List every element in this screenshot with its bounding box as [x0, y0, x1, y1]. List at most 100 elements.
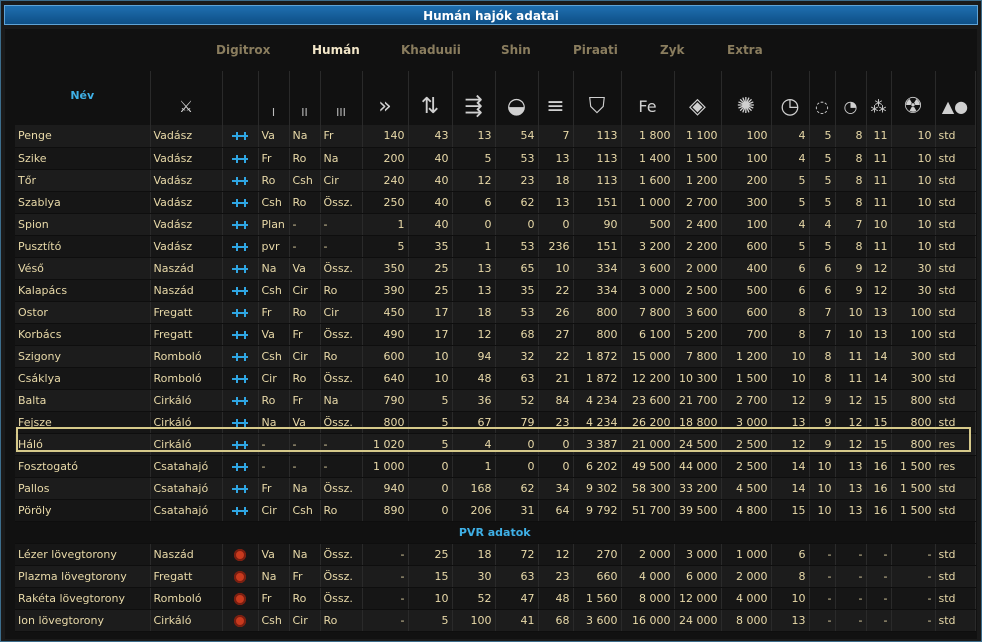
stat-cell: 14 [771, 477, 810, 500]
stat-cell: 100 [452, 609, 496, 632]
stat-cell: 1 [452, 235, 496, 258]
stat-cell: 12 200 [621, 367, 675, 390]
stat-cell: 1 000 [621, 191, 675, 214]
ship-class: Vadász [150, 169, 223, 192]
ship-class: Romboló [150, 345, 223, 368]
weapon-slot: Cir [320, 169, 363, 192]
table-row[interactable]: Véső Naszád Na Va Össz. 350 25 13 65 10 334 3 600 2 … [15, 257, 976, 280]
stat-cell: 23 600 [621, 389, 675, 412]
shapes-icon: ▲● [935, 71, 976, 125]
stat-cell: 54 [495, 125, 539, 148]
table-row[interactable]: Fosztogató Csatahajó - - -1 000 0 1 0 0 6 202 49 5… [15, 455, 976, 478]
weapon-slot-2: II [289, 71, 321, 125]
weapon-slot: Va [258, 543, 290, 566]
tab-extra[interactable]: Extra [727, 43, 763, 57]
ship-type-icon: ⚔ [150, 71, 223, 125]
ship-class: Fregatt [150, 565, 223, 588]
table-row[interactable]: Plazma lövegtorony Fregatt Na Fr Össz. -15 30 6… [15, 565, 976, 588]
table-row[interactable]: Korbács Fregatt Va Fr Össz. 490 17 12 68 27 800 6 1… [15, 323, 976, 346]
stat-cell: - [891, 587, 936, 610]
table-row[interactable]: Penge Vadász Va Na Fr 140 43 13 54 7 113 1 800 1 100… [15, 125, 976, 148]
stat-cell: 10 [771, 345, 810, 368]
stat-cell: 3 200 [621, 235, 675, 258]
table-row[interactable]: Fejsze Cirkáló Na Va Össz. 800 5 67 79 23 4 234 26 … [15, 411, 976, 434]
table-row[interactable]: Pallos Csatahajó Fr Na Össz. 940 0 168 62 34 9 302… [15, 477, 976, 500]
stat-cell: 3 000 [621, 279, 675, 302]
table-row[interactable]: Háló Cirkáló - - -1 020 5 4 0 0 3 387 21 000 24 500… [15, 433, 976, 456]
table-row[interactable]: Pöröly Csatahajó Cir Csh Ro 890 0 206 31 64 9 792 5… [15, 499, 976, 522]
tab-shin[interactable]: Shin [501, 43, 531, 57]
stat-cell: 16 [866, 499, 892, 522]
stat-cell: 5 [809, 191, 836, 214]
race-tabs: Digitrox Humán Khaduuii Shin Piraati Zyk… [5, 43, 977, 61]
table-row[interactable]: Balta Cirkáló Ro Fr Na 790 5 36 52 84 4 234 23 600 2… [15, 389, 976, 412]
stat-cell: 53 [495, 301, 539, 324]
stat-cell: 12 [835, 389, 867, 412]
stat-cell: 21 [538, 367, 574, 390]
ship-class: Cirkáló [150, 411, 223, 434]
tab-zyk[interactable]: Zyk [660, 43, 685, 57]
table-row[interactable]: Csáklya Romboló Cir Ro Össz. 640 10 48 63 21 1 872… [15, 367, 976, 390]
ship-name: Penge [15, 125, 151, 148]
molecule-icon: ✺ [721, 71, 772, 125]
stat-cell: 800 [573, 301, 622, 324]
table-row[interactable]: Szigony Romboló Csh Cir Ro 600 10 94 32 22 1 872 15… [15, 345, 976, 368]
stat-cell: 1 400 [621, 147, 675, 170]
ship-icon [222, 455, 259, 478]
weapon-slot: Cir [289, 609, 321, 632]
table-row[interactable]: Pusztító Vadász pvr - -5 35 1 53 236 151 3 200 2 20… [15, 235, 976, 258]
stat-cell: 5 [408, 609, 453, 632]
stat-cell: 12 [835, 433, 867, 456]
stat-cell: 140 [362, 125, 409, 148]
weapon-slot: Csh [258, 345, 290, 368]
stat-cell: 1 020 [362, 433, 409, 456]
stat-cell: 47 [495, 587, 539, 610]
tab-digitrox[interactable]: Digitrox [216, 43, 271, 57]
tab-piraati[interactable]: Piraati [573, 43, 618, 57]
stat-cell: 10 [408, 345, 453, 368]
table-row[interactable]: Rakéta lövegtorony Romboló Fr Ro Össz. -10 52 4… [15, 587, 976, 610]
table-row[interactable]: Lézer lövegtorony Naszád Va Na Össz. -25 18 72 1… [15, 543, 976, 566]
stat-cell: 10 [408, 587, 453, 610]
stat-cell: 13 [835, 477, 867, 500]
table-row[interactable]: Ion lövegtorony Cirkáló Csh Cir Ro -5 100 41 68 3… [15, 609, 976, 632]
weapon-slot: Össz. [320, 191, 363, 214]
stat-cell: 8 [835, 125, 867, 148]
stat-cell: 40 [408, 213, 453, 236]
ship-icon [222, 147, 259, 170]
weapon-slot: Ro [289, 367, 321, 390]
stat-cell: 10 [771, 367, 810, 390]
stat-cell: 25 [408, 279, 453, 302]
stat-cell: 2 700 [674, 191, 722, 214]
column-header-name[interactable]: Név [15, 71, 151, 125]
tab-khaduuii[interactable]: Khaduuii [401, 43, 461, 57]
stat-cell: 4 [771, 125, 810, 148]
stat-cell: 100 [721, 125, 772, 148]
weapon-slot: Cir [258, 499, 290, 522]
stat-cell: 15 [866, 411, 892, 434]
mode-cell: std [935, 235, 976, 258]
table-row[interactable]: Ostor Fregatt Fr Ro Cir 450 17 18 53 26 800 7 800 3 … [15, 301, 976, 324]
stat-cell: 800 [362, 411, 409, 434]
table-row[interactable]: Kalapács Naszád Csh Cir Ro 390 25 13 35 22 334 3 00… [15, 279, 976, 302]
tab-human[interactable]: Humán [312, 43, 360, 57]
weapon-slot: Va [289, 411, 321, 434]
weapon-slot: Va [258, 323, 290, 346]
ship-icon [222, 411, 259, 434]
table-row[interactable]: Szike Vadász Fr Ro Na 200 40 5 53 13 113 1 400 1 500… [15, 147, 976, 170]
weapon-slot: Na [320, 147, 363, 170]
ship-class: Csatahajó [150, 455, 223, 478]
stat-cell: 0 [538, 433, 574, 456]
ship-icon [222, 279, 259, 302]
table-row[interactable]: Tőr Vadász Ro Csh Cir 240 40 12 23 18 113 1 600 1 20… [15, 169, 976, 192]
stat-cell: 0 [495, 433, 539, 456]
stat-cell: 10 [866, 213, 892, 236]
stat-cell: 8 [771, 323, 810, 346]
ship-class: Cirkáló [150, 433, 223, 456]
stat-cell: 6 [771, 257, 810, 280]
stat-cell: 1 100 [674, 125, 722, 148]
stat-cell: 31 [495, 499, 539, 522]
table-row[interactable]: Spion Vadász Plan - -1 40 0 0 0 90 500 2 400 100 4 4 7 1… [15, 213, 976, 236]
stat-cell: 1 500 [891, 477, 936, 500]
table-row[interactable]: Szablya Vadász Csh Ro Össz. 250 40 6 62 13 151 1 00… [15, 191, 976, 214]
